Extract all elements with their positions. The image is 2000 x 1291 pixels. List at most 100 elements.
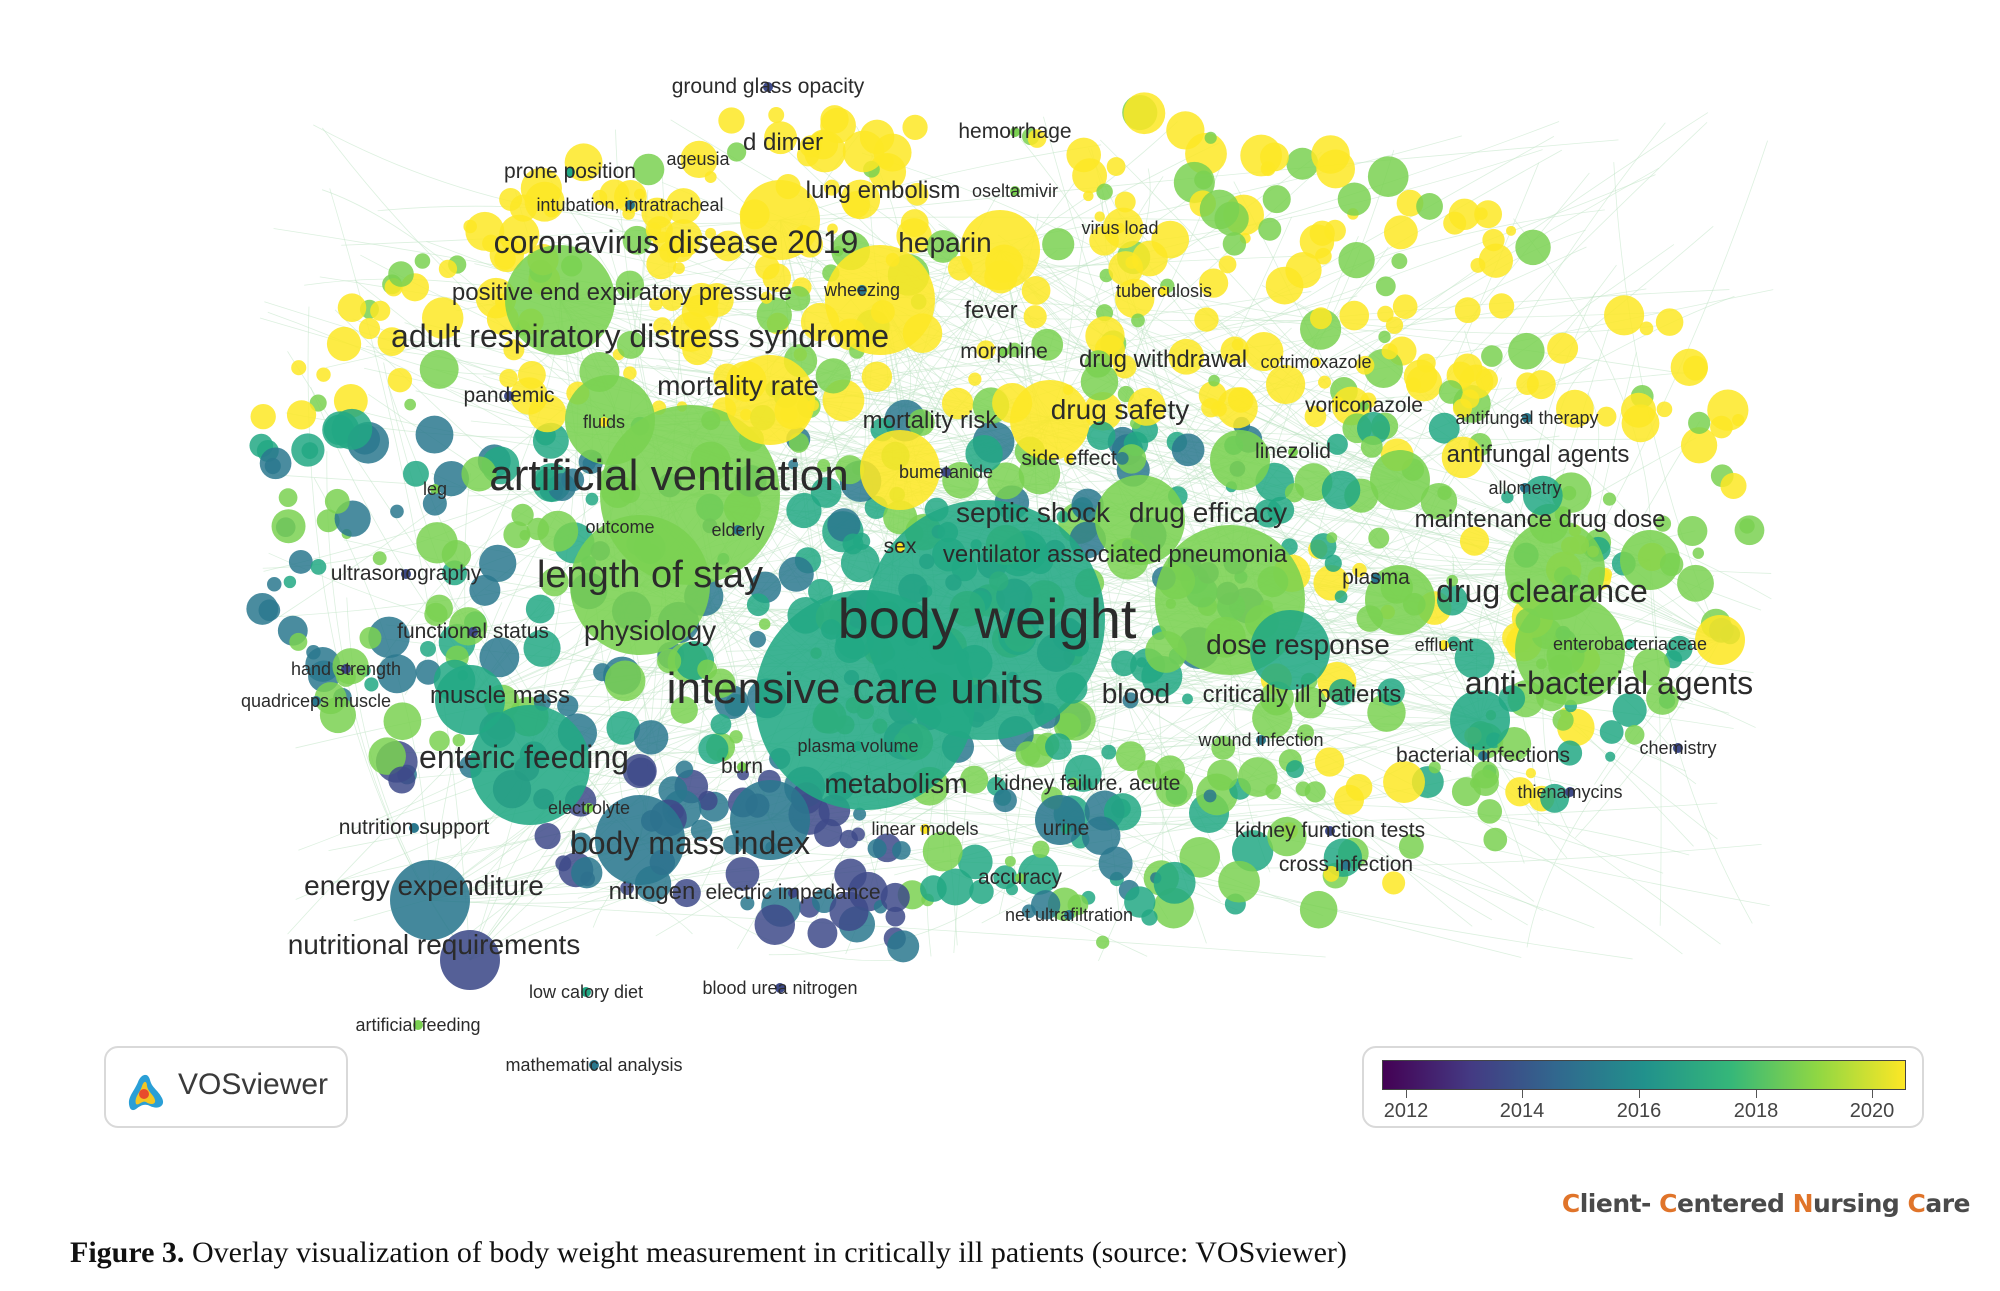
network-node — [1505, 777, 1535, 807]
term-node — [1064, 454, 1074, 464]
network-node — [283, 575, 297, 589]
network-node-hub — [755, 590, 975, 810]
network-node — [1018, 853, 1059, 895]
term-label: accuracy — [978, 866, 1063, 889]
network-node — [1488, 293, 1515, 319]
network-link — [639, 584, 1577, 787]
term-label: thienamycins — [1517, 782, 1622, 802]
term-label: intensive care units — [667, 664, 1044, 713]
network-node — [1377, 678, 1405, 706]
network-node — [905, 182, 929, 206]
term-node — [430, 484, 440, 494]
term-node — [1311, 357, 1321, 367]
network-node — [722, 680, 736, 694]
network-link — [1575, 639, 1721, 839]
network-node — [1021, 276, 1051, 305]
network-node — [835, 455, 865, 485]
term-label: muscle mass — [430, 682, 570, 709]
network-node — [1116, 444, 1147, 474]
network-node — [616, 330, 645, 359]
network-node — [1477, 799, 1503, 824]
network-node — [1602, 492, 1617, 506]
network-link — [341, 219, 781, 246]
network-node — [1285, 760, 1304, 779]
network-node — [1137, 760, 1161, 785]
term-node — [1061, 824, 1071, 834]
network-node — [331, 408, 373, 450]
network-node — [1265, 783, 1282, 800]
network-node — [1321, 470, 1361, 510]
term-node — [1082, 779, 1092, 789]
network-node — [1481, 345, 1503, 367]
network-node — [718, 107, 745, 134]
network-node — [419, 349, 459, 389]
network-node — [785, 285, 811, 311]
network-node — [922, 831, 963, 872]
scale-tick — [1522, 1090, 1523, 1098]
network-link — [1649, 559, 1662, 926]
network-node — [421, 297, 464, 339]
term-label: allometry — [1488, 478, 1561, 498]
term-node — [584, 803, 594, 813]
network-node — [1244, 331, 1284, 372]
term-label: d dimer — [743, 129, 823, 156]
network-node — [660, 288, 684, 311]
term-node — [1288, 447, 1298, 457]
network-node — [1199, 189, 1240, 230]
network-node — [1115, 278, 1155, 319]
network-node — [368, 616, 410, 659]
network-node — [632, 153, 665, 186]
term-label: enterobacteriaceae — [1553, 634, 1707, 654]
network-node — [388, 766, 416, 794]
network-node — [839, 829, 858, 849]
network-node — [1314, 747, 1345, 777]
network-node-hub — [1620, 530, 1680, 590]
network-node — [1605, 751, 1616, 762]
network-node — [1381, 343, 1398, 360]
network-node — [1391, 253, 1408, 270]
network-node — [1436, 584, 1468, 616]
term-node — [1159, 286, 1169, 296]
term-node — [341, 664, 351, 674]
network-node — [359, 626, 382, 649]
network-node — [1654, 515, 1672, 532]
network-node — [461, 456, 497, 492]
term-label: electric impedance — [705, 881, 880, 904]
network-node — [1286, 147, 1319, 180]
network-node — [1182, 693, 1193, 705]
term-node — [565, 167, 575, 177]
term-node — [788, 888, 798, 898]
network-node — [1042, 228, 1075, 261]
term-label: enteric feeding — [419, 739, 629, 775]
term-label: pandemic — [463, 384, 554, 407]
network-node — [289, 632, 308, 651]
network-link — [469, 869, 761, 961]
term-label: fluids — [583, 412, 625, 432]
network-node-hub — [960, 210, 1040, 290]
network-link — [279, 219, 781, 618]
network-node — [1267, 496, 1295, 524]
network-node — [1086, 421, 1116, 451]
network-node — [993, 865, 1018, 890]
term-label: electrolyte — [548, 798, 630, 818]
term-label: sex — [884, 535, 917, 558]
network-node — [387, 368, 413, 393]
network-node — [1483, 827, 1508, 852]
term-label: bacterial infections — [1396, 744, 1570, 767]
network-link — [377, 205, 881, 301]
network-node — [843, 191, 870, 218]
term-label: leg — [423, 479, 447, 499]
network-node — [1447, 636, 1461, 650]
term-label: septic shock — [956, 497, 1111, 528]
network-node — [499, 187, 523, 211]
network-node — [1258, 217, 1282, 241]
network-node — [1114, 191, 1136, 213]
term-node — [895, 542, 905, 552]
term-node — [999, 347, 1009, 357]
term-node — [413, 1020, 423, 1030]
network-node — [377, 654, 417, 694]
network-node — [1506, 225, 1517, 236]
network-node-hub — [1695, 615, 1745, 665]
network-node — [1084, 350, 1112, 378]
network-node — [540, 567, 569, 597]
